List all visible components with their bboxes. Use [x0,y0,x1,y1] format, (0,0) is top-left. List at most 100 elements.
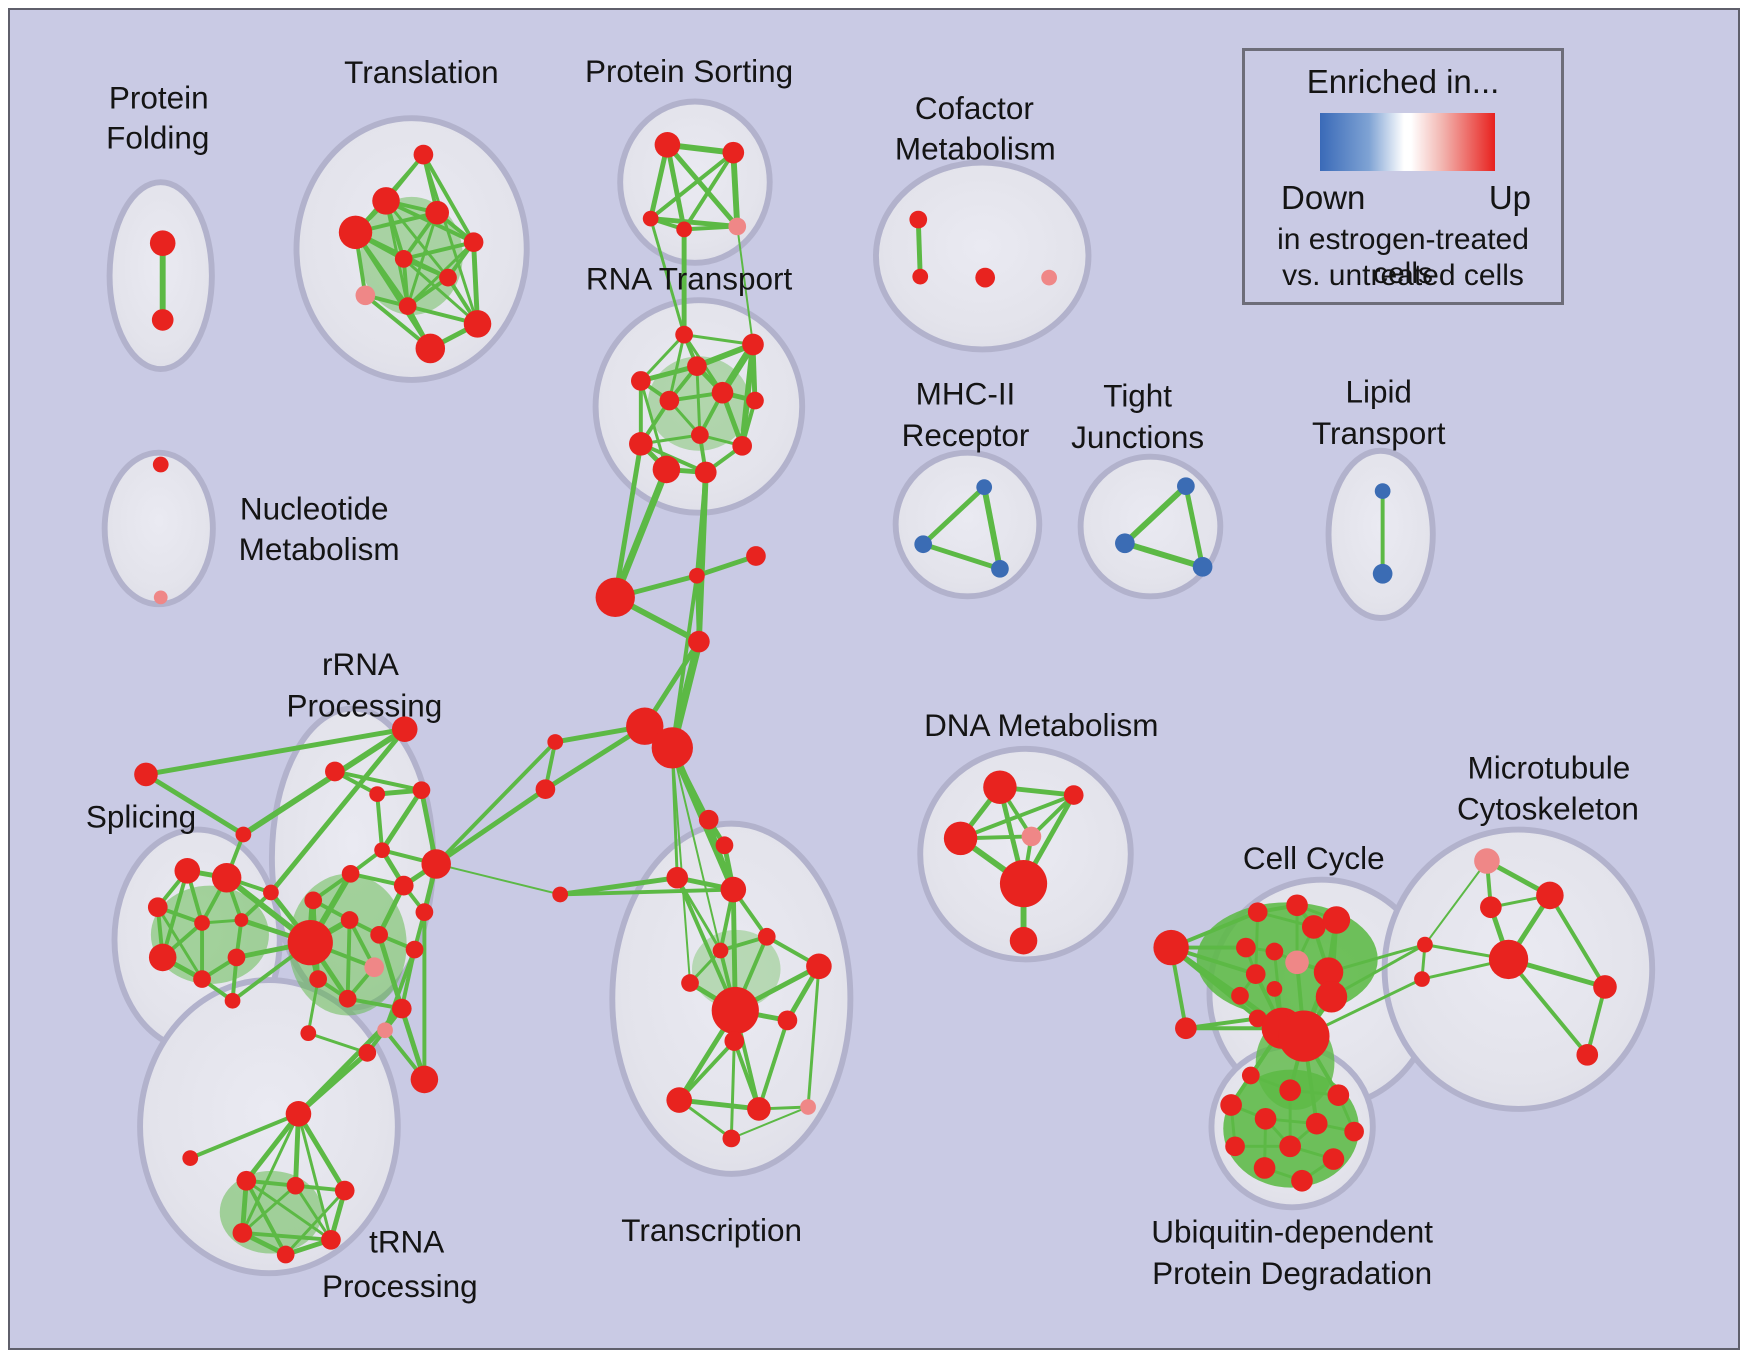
node-u1 [1241,1066,1260,1085]
node-tr12 [724,1031,745,1051]
node-m5 [1593,975,1617,999]
node-d1 [983,770,1017,804]
node-c4 [688,630,710,653]
edge-x1-x6 [244,1179,288,1256]
cluster-label-transcription-line0: Transcription [621,1213,802,1248]
edge-tr15-tr16 [730,1106,809,1140]
node-m8 [1576,1043,1599,1066]
cluster-label-splicing-line0: Splicing [86,800,196,835]
legend-box: Enriched in... Down Up in estrogen-treat… [1242,48,1564,305]
edge-t3-t9 [406,212,439,307]
node-d4 [1021,826,1042,847]
edge-rt9-c1 [612,443,644,598]
node-tr13 [666,1087,692,1113]
node-rt7 [746,391,764,410]
node-cc3 [1247,902,1268,923]
cluster-ellipse-cofactor-metabolism [873,159,1092,353]
node-r5 [341,864,360,883]
cluster-label-mhc-ii-receptor-line1: Receptor [902,418,1030,453]
edge-t1-t10 [422,154,479,325]
node-sp10 [224,992,241,1009]
node-tr2 [715,836,734,855]
node-m4 [1488,939,1529,980]
edge-ps1-ps5 [665,143,740,229]
node-h1 [626,707,664,745]
node-ps2 [722,141,745,164]
cluster-label-microtubule-cytoskeleton-line0: Microtubule [1468,750,1631,785]
node-cc14 [1248,1009,1267,1028]
node-tr7 [712,942,729,959]
edge-mh1-mh3 [981,486,1003,570]
node-c3 [746,546,766,566]
cluster-label-rna-transport-line0: RNA Transport [586,261,793,296]
node-r16 [391,998,412,1019]
node-sp5 [234,913,249,927]
node-sp9 [263,884,279,901]
node-t8 [355,285,376,306]
edge-d2-d3 [959,793,1075,841]
edge-rt1-rt5 [667,334,686,401]
node-u10 [1322,1148,1345,1170]
cluster-label-rrna-processing-line1: Processing [287,688,443,723]
node-tri2 [134,762,158,787]
edge-x4-x5 [242,1230,332,1242]
cluster-label-dna-metabolism-line0: DNA Metabolism [924,708,1158,743]
node-mh3 [991,559,1009,578]
edge-tr9-tr15 [806,966,821,1108]
node-rt4 [630,371,651,391]
edge-pk2-r13 [383,948,417,1031]
edge-h2-tr7 [671,747,722,951]
node-tr1 [698,809,719,830]
cluster-label-cofactor-metabolism-line0: Cofactor [915,91,1034,126]
node-u7 [1344,1121,1364,1142]
node-rt5 [659,390,680,411]
edge-ps3-rt1 [649,218,686,336]
node-cc11 [1245,964,1266,984]
node-r9 [410,1065,439,1094]
legend-up-label: Up [1488,179,1531,216]
node-tr14 [747,1097,771,1121]
edge-c2-h2 [670,575,699,749]
node-rt9 [629,432,653,456]
edge-rt1-rt2 [683,333,754,346]
edge-mh1-mh2 [921,485,986,547]
node-h2 [651,727,693,769]
legend-down-label: Down [1281,179,1366,216]
node-t1 [413,144,434,165]
node-cc12 [1231,986,1249,1005]
node-cc15 [1315,981,1348,1013]
node-ps1 [654,131,681,158]
node-cc7 [1236,937,1256,958]
edge-h2-tr8 [671,747,692,984]
edge-tj1-tj3 [1183,485,1206,568]
node-tr16 [722,1129,741,1148]
edge-rt1-rt4 [639,333,686,382]
node-d6 [1009,926,1038,955]
node-tj1 [1177,477,1195,496]
network-nodes [134,131,1617,1264]
edge-tri1-tri3 [241,726,407,837]
edge-m2-m5 [1548,894,1607,988]
edge-t5-t6 [403,240,475,261]
edge-tr11-tr14 [757,1019,790,1110]
node-sp8 [227,948,246,967]
node-pk2 [377,1022,393,1039]
node-tr15 [800,1099,816,1115]
cluster-label-translation-line0: Translation [344,55,499,90]
node-r14 [309,970,327,988]
node-rt11 [652,455,681,484]
node-d3 [1063,785,1084,805]
node-r8 [415,903,434,922]
edge-cf1-cf2 [915,219,923,277]
edge-c2-c3 [696,553,757,579]
cluster-label-protein-folding-line1: Folding [106,121,209,156]
node-tr6 [757,927,776,946]
edge-tr13-tr14 [678,1097,760,1112]
node-cf1 [909,210,928,229]
legend-subtitle-line1: in estrogen-treated cells [1277,223,1529,290]
edge-r14-r18 [306,978,320,1034]
node-cc9 [1285,950,1309,975]
edge-ps2-ps5 [730,152,741,227]
node-r13 [405,940,424,959]
